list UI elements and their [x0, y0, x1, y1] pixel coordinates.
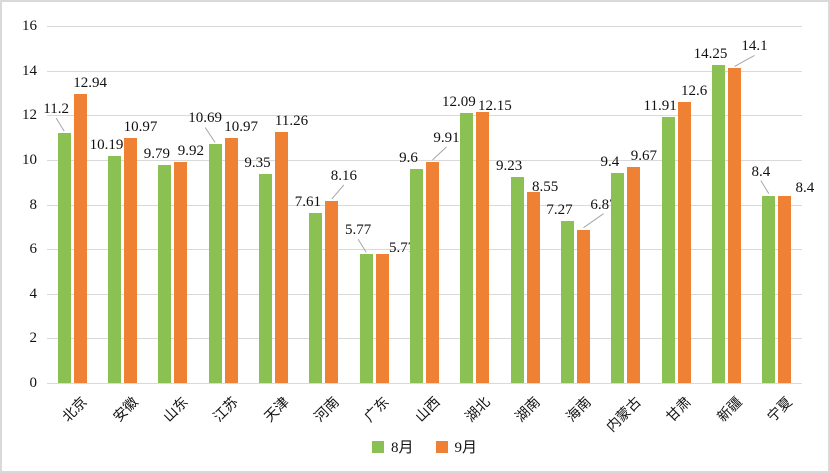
value-label-sep-3: 10.97 — [224, 119, 259, 136]
bar-aug-10 — [561, 220, 574, 383]
bar-aug-12 — [661, 117, 675, 383]
value-label-aug-5: 7.61 — [294, 194, 321, 211]
value-label-sep-6: 5.77 — [389, 240, 416, 257]
y-axis-tick-label: 4 — [29, 285, 38, 302]
value-label-sep-4: 11.26 — [274, 112, 309, 129]
bar-aug-4 — [259, 174, 272, 383]
value-label-sep-8: 12.15 — [477, 97, 512, 114]
value-label-sep-2: 9.92 — [177, 142, 204, 159]
bar-aug-9 — [510, 177, 524, 383]
value-label-aug-9: 9.23 — [496, 158, 523, 175]
value-label-aug-13: 14.25 — [693, 46, 728, 63]
bar-sep-8 — [476, 111, 490, 383]
bar-aug-6 — [359, 254, 373, 383]
legend-label-august: 8月 — [390, 440, 414, 456]
gridline — [47, 383, 802, 384]
value-label-aug-1: 10.19 — [89, 136, 124, 153]
bar-sep-7 — [426, 161, 439, 383]
value-label-aug-2: 9.79 — [143, 145, 170, 162]
value-label-sep-1: 10.97 — [123, 119, 158, 136]
gridline — [47, 115, 802, 117]
bar-aug-13 — [712, 65, 725, 383]
bar-aug-7 — [410, 168, 423, 383]
bar-sep-11 — [627, 167, 641, 383]
bar-sep-10 — [577, 229, 590, 383]
value-label-aug-14: 8.4 — [751, 163, 771, 180]
y-axis-tick-label: 2 — [29, 330, 38, 347]
y-axis-tick-label: 12 — [22, 107, 37, 124]
gridline — [47, 159, 802, 161]
value-label-aug-4: 9.35 — [244, 155, 271, 172]
gridline — [47, 338, 802, 340]
bar-aug-3 — [208, 144, 222, 383]
gridline — [47, 70, 802, 72]
value-label-aug-10: 7.27 — [546, 201, 573, 218]
bar-aug-0 — [57, 133, 71, 383]
legend-item-august: 8月 — [371, 436, 414, 457]
bar-aug-11 — [611, 173, 625, 383]
value-label-aug-7: 9.6 — [399, 149, 418, 166]
bar-sep-5 — [325, 200, 339, 383]
value-label-sep-0: 12.94 — [73, 75, 108, 92]
legend: 8月 9月 — [47, 436, 802, 457]
bar-sep-9 — [526, 192, 540, 383]
value-label-aug-12: 11.91 — [643, 98, 677, 115]
bar-sep-6 — [375, 254, 389, 383]
y-axis-tick-label: 16 — [22, 18, 37, 34]
legend-label-september: 9月 — [454, 440, 478, 456]
value-label-aug-6: 5.77 — [345, 222, 372, 239]
bar-sep-3 — [224, 138, 238, 383]
bar-sep-2 — [174, 161, 188, 383]
gridline — [47, 249, 802, 251]
y-axis-tick-label: 8 — [29, 196, 38, 213]
value-label-sep-10: 6.87 — [590, 196, 617, 213]
value-label-aug-0: 11.2 — [43, 101, 70, 118]
legend-swatch-september — [435, 440, 448, 453]
y-axis-tick-label: 10 — [22, 151, 37, 168]
value-label-sep-13: 14.1 — [741, 38, 768, 55]
bar-aug-2 — [158, 164, 172, 383]
bar-aug-8 — [460, 113, 474, 383]
bar-sep-1 — [124, 138, 137, 383]
bar-sep-0 — [73, 94, 87, 383]
value-label-aug-11: 9.4 — [600, 154, 620, 171]
value-label-sep-12: 12.6 — [681, 82, 708, 99]
value-label-sep-7: 9.91 — [433, 129, 460, 146]
bar-aug-14 — [762, 195, 776, 383]
value-label-sep-11: 9.67 — [630, 148, 657, 165]
value-label-sep-5: 8.16 — [330, 167, 357, 184]
y-axis-tick-label: 6 — [29, 241, 38, 258]
y-axis-tick-label: 0 — [29, 375, 38, 391]
value-label-sep-9: 8.55 — [532, 179, 559, 196]
y-axis-tick-label: 14 — [22, 62, 37, 79]
gridline — [47, 204, 802, 206]
bar-sep-13 — [728, 68, 741, 383]
gridline — [47, 26, 802, 27]
gridline — [47, 293, 802, 295]
value-label-aug-8: 12.09 — [441, 94, 476, 111]
legend-swatch-august — [371, 440, 384, 453]
bar-sep-12 — [677, 101, 691, 383]
bar-aug-5 — [309, 213, 323, 383]
bar-aug-1 — [108, 155, 121, 383]
value-label-aug-3: 10.69 — [188, 110, 223, 127]
bar-sep-14 — [778, 195, 792, 383]
value-label-sep-14: 8.4 — [795, 179, 815, 196]
bar-sep-4 — [275, 131, 288, 383]
legend-item-september: 9月 — [435, 436, 478, 457]
